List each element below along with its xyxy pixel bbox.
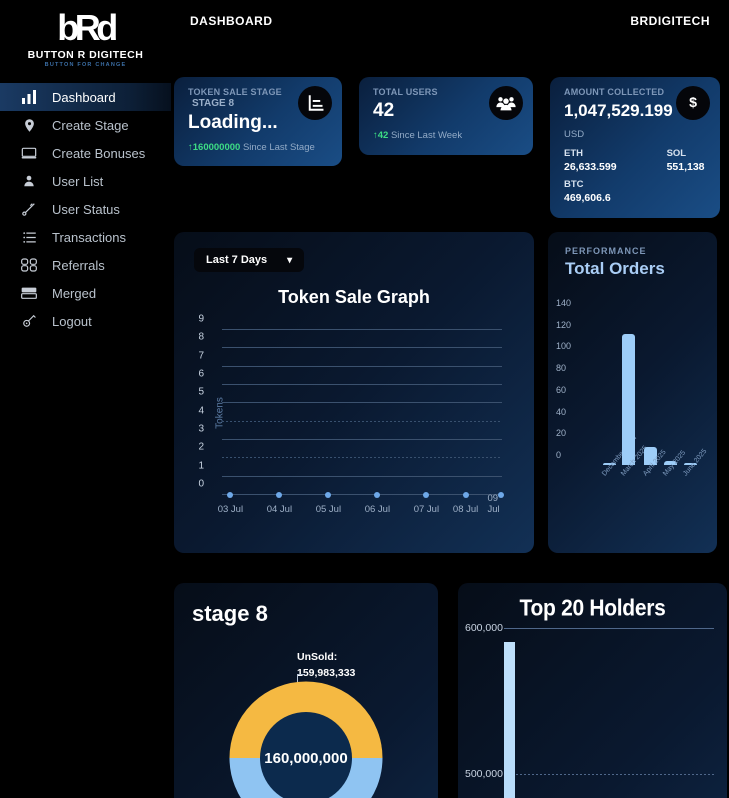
svg-text:$: $ — [689, 95, 697, 111]
